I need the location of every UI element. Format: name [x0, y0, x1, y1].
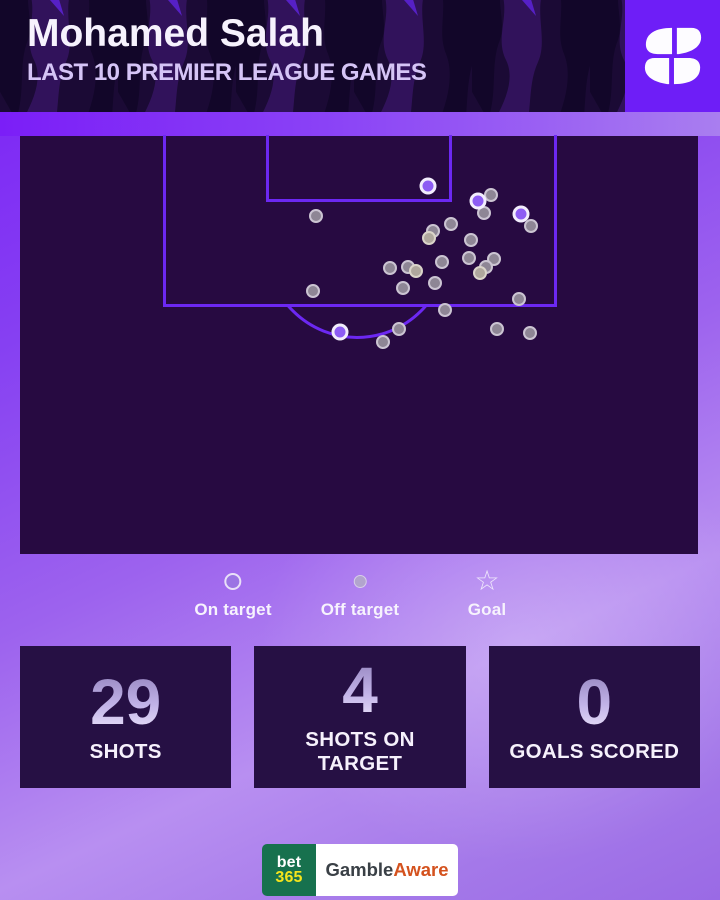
stat-label: SHOTS [89, 740, 162, 763]
shot-dot-off-target [484, 188, 498, 202]
legend: On target Off target ☆ Goal [0, 565, 720, 620]
stat-box-goals-scored: 0 GOALS SCORED [488, 646, 700, 788]
header-text: Mohamed Salah LAST 10 PREMIER LEAGUE GAM… [27, 12, 427, 86]
shot-dot-off-target [396, 281, 410, 295]
shot-dot-off-target [409, 264, 423, 278]
stat-value: 4 [342, 654, 378, 726]
gambleaware-gamble-text: Gamble [325, 859, 394, 880]
shot-dot-off-target [512, 292, 526, 306]
goal-line-band [0, 112, 720, 136]
legend-label: On target [194, 600, 272, 619]
shot-dot-off-target [524, 219, 538, 233]
shot-dot-off-target [490, 322, 504, 336]
shot-dot-off-target [383, 261, 397, 275]
penalty-arc [244, 307, 476, 351]
header: Mohamed Salah LAST 10 PREMIER LEAGUE GAM… [0, 0, 720, 112]
shot-dot-off-target [462, 251, 476, 265]
legend-label: Off target [320, 600, 400, 619]
flame-pattern-decoration [0, 0, 720, 112]
shot-dot-off-target [464, 233, 478, 247]
shot-dot-off-target [435, 255, 449, 269]
shot-dot-off-target [392, 322, 406, 336]
bet365-logo-bottom: 365 [275, 869, 303, 886]
shot-dot-off-target [309, 209, 323, 223]
stat-label: SHOTS ON TARGET [305, 728, 415, 775]
shot-dot-off-target [438, 303, 452, 317]
bet365-logo-top: bet [276, 854, 302, 871]
squawka-s-icon [644, 27, 701, 85]
shot-dot-off-target [428, 276, 442, 290]
shot-dot-on-target [419, 177, 437, 195]
goal-star-icon: ☆ [474, 565, 500, 596]
shot-dot-off-target [444, 217, 458, 231]
sponsor-badge: bet 365 Gamble Aware [262, 844, 458, 896]
stat-value: 0 [576, 666, 613, 738]
legend-label: Goal [467, 600, 507, 619]
shot-dot-off-target [422, 231, 436, 245]
penalty-arc-circle [265, 307, 449, 339]
gambleaware-logo: Gamble Aware [316, 844, 458, 896]
shot-dot-off-target [523, 326, 537, 340]
legend-item-on-target: On target [194, 568, 271, 620]
stat-value: 29 [90, 666, 162, 738]
shot-dot-off-target [473, 266, 487, 280]
six-yard-box-line [266, 135, 452, 202]
on-target-circle-icon [224, 572, 242, 590]
legend-item-off-target: Off target [321, 568, 400, 620]
gambleaware-aware-text: Aware [393, 859, 449, 880]
stats-row: 29 SHOTS 4 SHOTS ON TARGET 0 GOALS SCORE… [20, 646, 700, 788]
squawka-logo [625, 0, 720, 112]
off-target-circle-icon [353, 574, 367, 588]
page-subtitle: LAST 10 PREMIER LEAGUE GAMES [27, 59, 427, 86]
bet365-logo: bet 365 [262, 844, 316, 896]
penalty-box-line [163, 135, 557, 307]
shot-dot-off-target [306, 284, 320, 298]
shot-dot-on-target [469, 192, 487, 210]
shot-dot-on-target [512, 205, 530, 223]
stat-box-shots: 29 SHOTS [20, 646, 232, 788]
shot-dot-off-target [376, 335, 390, 349]
stat-label: GOALS SCORED [509, 740, 680, 763]
page-title: Mohamed Salah [27, 12, 324, 55]
stat-box-shots-on-target: 4 SHOTS ON TARGET [254, 646, 466, 788]
shot-map-pitch [20, 135, 698, 554]
shot-dot-on-target [331, 323, 349, 341]
legend-item-goal: ☆ Goal [467, 565, 507, 620]
